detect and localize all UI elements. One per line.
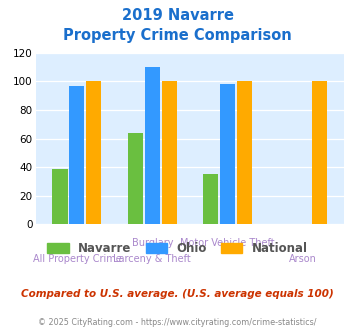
Legend: Navarre, Ohio, National: Navarre, Ohio, National [43,237,312,260]
Text: Compared to U.S. average. (U.S. average equals 100): Compared to U.S. average. (U.S. average … [21,289,334,299]
Text: © 2025 CityRating.com - https://www.cityrating.com/crime-statistics/: © 2025 CityRating.com - https://www.city… [38,318,317,327]
Text: All Property Crime: All Property Crime [33,254,121,264]
Text: Arson: Arson [289,254,317,264]
Bar [237,82,252,224]
Text: Burglary: Burglary [131,238,173,248]
Bar [220,84,235,224]
Bar [53,169,67,224]
Text: Motor Vehicle Theft: Motor Vehicle Theft [180,238,275,248]
Text: 2019 Navarre: 2019 Navarre [121,8,234,23]
Bar [145,67,160,224]
Bar [128,133,143,224]
Text: Larceny & Theft: Larceny & Theft [113,254,191,264]
Bar [312,82,327,224]
Text: Property Crime Comparison: Property Crime Comparison [63,28,292,43]
Bar [162,82,177,224]
Bar [86,82,102,224]
Bar [69,86,84,224]
Bar [203,174,218,224]
